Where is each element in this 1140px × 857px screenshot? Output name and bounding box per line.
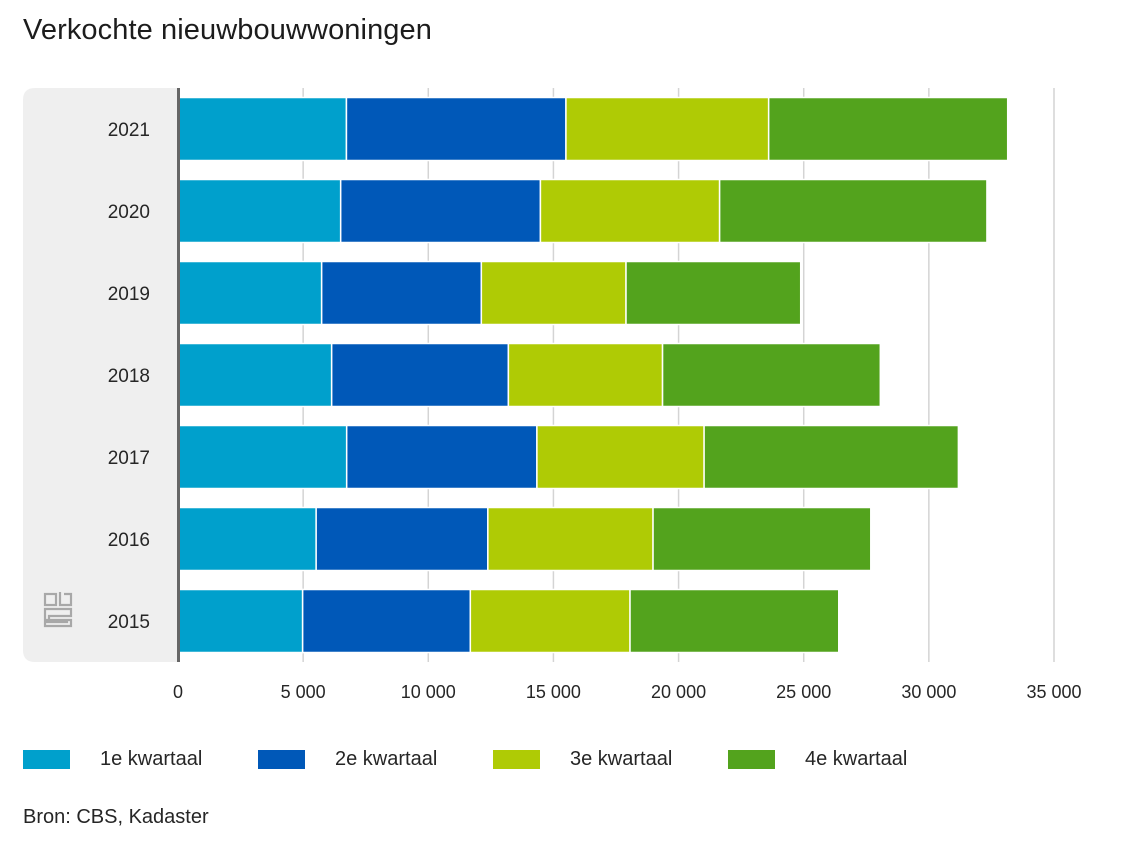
category-label: 2019	[108, 284, 150, 305]
x-tick-label: 5 000	[281, 682, 326, 702]
x-tick-label: 20 000	[651, 682, 706, 702]
source-note: Bron: CBS, Kadaster	[23, 806, 209, 828]
bar-segment	[487, 506, 654, 572]
bar-segment	[177, 342, 333, 408]
bar-segment	[330, 342, 510, 408]
x-tick-label: 10 000	[401, 682, 456, 702]
bar-segment	[565, 96, 770, 162]
bar-segment	[539, 178, 721, 244]
legend-label: 1e kwartaal	[100, 748, 203, 770]
bar-segment	[625, 260, 802, 326]
x-tick-label: 0	[173, 682, 183, 702]
bar-segment	[469, 588, 631, 654]
x-tick-label: 30 000	[901, 682, 956, 702]
category-label: 2021	[108, 120, 150, 141]
legend-label: 4e kwartaal	[805, 748, 908, 770]
category-label: 2015	[108, 612, 150, 633]
bar-segment	[345, 424, 538, 490]
bar-segment	[507, 342, 664, 408]
category-label: 2018	[108, 366, 150, 387]
category-labels: 2021 2020 2019 2018 2017 2016 2015	[108, 120, 150, 633]
category-panel	[23, 88, 178, 662]
legend-swatch	[23, 750, 70, 769]
legend-label: 3e kwartaal	[570, 748, 673, 770]
bar-segment	[177, 506, 317, 572]
legend-swatch	[493, 750, 540, 769]
bar-segment	[315, 506, 489, 572]
bar-segment	[661, 342, 882, 408]
bar-segment	[177, 96, 348, 162]
category-label: 2016	[108, 530, 150, 551]
category-label: 2020	[108, 202, 150, 223]
x-tick-labels: 0 5 000 10 000 15 000 20 000 25 000 30 000 35 0…	[173, 682, 1082, 702]
category-label: 2017	[108, 448, 150, 469]
bar-segment	[339, 178, 542, 244]
category-panel-bg	[23, 88, 178, 662]
legend-swatch	[728, 750, 775, 769]
bar-segment	[177, 178, 342, 244]
legend-swatch	[258, 750, 305, 769]
x-tick-label: 25 000	[776, 682, 831, 702]
bar-segment	[629, 588, 840, 654]
bar-segment	[703, 424, 960, 490]
bar-segment	[177, 424, 348, 490]
legend-item[interactable]: 4e kwartaal	[728, 748, 963, 771]
bar-segment	[301, 588, 472, 654]
chart-title: Verkochte nieuwbouwwoningen	[23, 14, 432, 46]
bar-segment	[652, 506, 872, 572]
bar-segment	[320, 260, 483, 326]
bar-segment	[177, 260, 323, 326]
stacked-bar-chart: 2021 2020 2019 2018 2017 2016 2015 0 5 000 10 00…	[23, 88, 1082, 702]
bars	[177, 88, 1009, 662]
legend-item[interactable]: 2e kwartaal	[258, 748, 493, 771]
bar-segment	[718, 178, 988, 244]
legend-item[interactable]: 1e kwartaal	[23, 748, 258, 771]
legend-label: 2e kwartaal	[335, 748, 438, 770]
cbs-logo-icon	[43, 592, 73, 628]
bar-segment	[480, 260, 627, 326]
x-tick-label: 35 000	[1026, 682, 1081, 702]
legend-item[interactable]: 3e kwartaal	[493, 748, 728, 771]
bar-segment	[177, 588, 304, 654]
x-tick-label: 15 000	[526, 682, 581, 702]
legend: 1e kwartaal 2e kwartaal 3e kwartaal 4e kwar…	[23, 748, 963, 771]
bar-segment	[345, 96, 567, 162]
bar-segment	[767, 96, 1009, 162]
bar-segment	[536, 424, 705, 490]
